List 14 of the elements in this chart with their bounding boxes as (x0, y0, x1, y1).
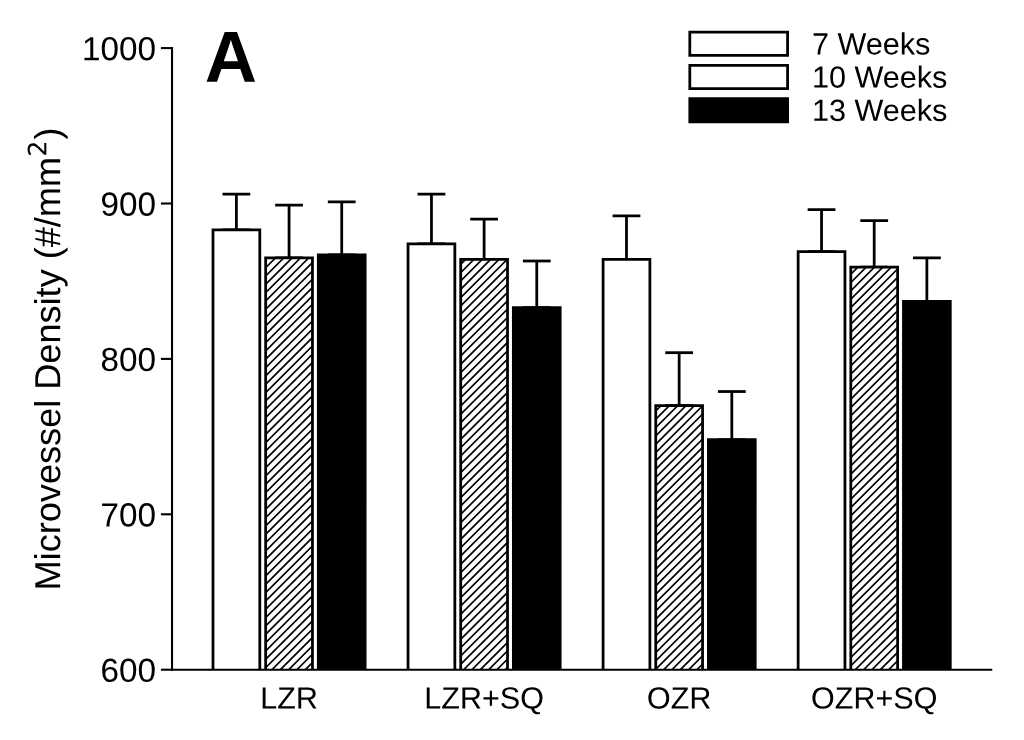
y-tick-label: 1000 (84, 36, 155, 61)
legend-label: 13 Weeks (814, 98, 947, 122)
y-tick-label: 700 (102, 503, 155, 527)
y-tick-label: 800 (101, 347, 155, 372)
x-tick-label: OZR+SQ (812, 687, 936, 715)
annotation: A (206, 32, 256, 82)
legend-label: 7 Weeks (813, 32, 930, 55)
legend-label: 10 Weeks (814, 65, 947, 88)
y-axis-title: Microvessel Density (#/mm$^{2}$) (27, 129, 68, 588)
x-tick-label: LZR+SQ (426, 687, 543, 715)
x-tick-label: OZR (648, 687, 710, 709)
x-tick-label: LZR (262, 687, 317, 709)
y-tick-label: 600 (102, 658, 155, 683)
y-tick-label: 900 (102, 192, 155, 216)
